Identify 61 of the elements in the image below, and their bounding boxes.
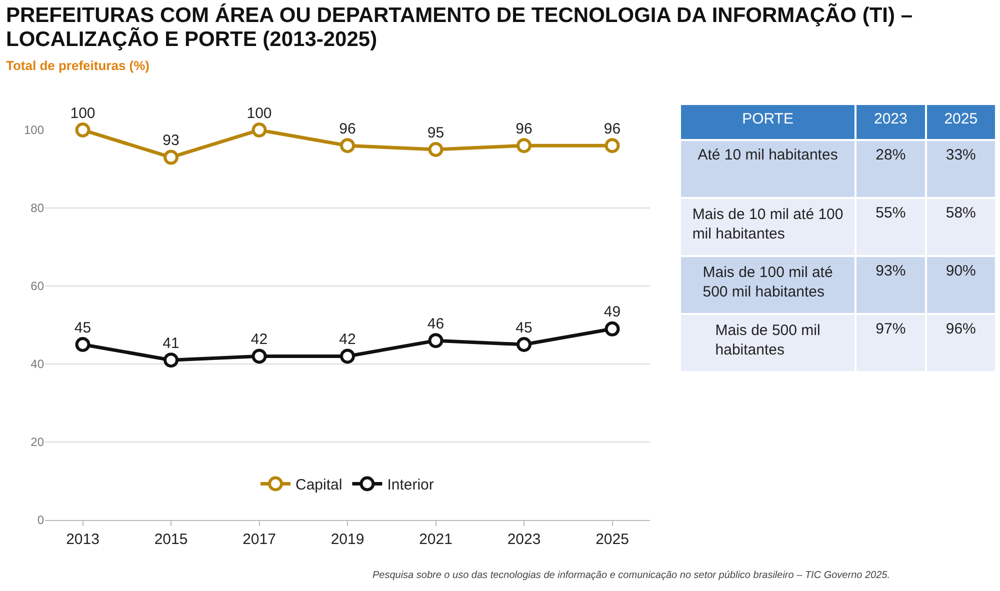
point (252, 348, 267, 364)
data-label: 42 (339, 330, 356, 348)
data-label: 55% (876, 204, 906, 222)
data-label: 95 (427, 124, 444, 142)
point (340, 348, 355, 364)
point (604, 138, 620, 154)
data-label: 100 (70, 104, 96, 122)
category-label: Mais de 500 mil habitantes (715, 322, 820, 358)
data-label: 46 (427, 315, 444, 332)
y-tick-label: 40 (30, 357, 44, 372)
data-label: 100 (246, 104, 272, 122)
x-tick-label: 2023 (507, 531, 541, 548)
data-label: 93% (876, 262, 906, 280)
y-tick-label: 0 (37, 513, 44, 528)
category-label: Mais de 10 mil até 100 mil habitantes (692, 206, 844, 242)
point (164, 352, 178, 368)
legend-label: Capital (296, 476, 342, 494)
data-label: 42 (250, 330, 268, 348)
chart-title: PREFEITURAS COM ÁREA OU DEPARTAMENTO DE TECNOLOGIA DA INFORMAÇÃO (TI) – LOCALIZAÇÃO E PORTE (2013-2025) (6, 4, 914, 52)
data-label: 45 (74, 319, 92, 336)
point (428, 142, 444, 157)
data-label: 45 (516, 319, 532, 336)
point (428, 333, 444, 348)
point (164, 150, 178, 165)
data-label: 33% (946, 146, 976, 164)
x-tick-label: 2017 (242, 531, 276, 548)
point (516, 138, 532, 154)
x-tick-label: 2019 (330, 531, 364, 548)
category-label: Mais de 100 mil até 500 mil habitantes (702, 264, 833, 300)
category-label: Até 10 mil habitantes (698, 146, 838, 164)
point (604, 321, 620, 336)
x-tick-label: 2015 (154, 531, 188, 548)
data-label: 28% (876, 146, 906, 164)
text: Pesquisa sobre o uso das tecnologias de informação e comunicação no setor público brasileiro – TIC Governo 2025. (372, 570, 890, 581)
chart-subtitle: Total de prefeituras (%) (6, 58, 150, 73)
data-label: 96 (516, 120, 532, 138)
point (75, 122, 90, 138)
point (516, 337, 532, 352)
data-label: 97% (876, 320, 906, 338)
data-label: 49 (604, 304, 621, 321)
series-label: 2025 (944, 110, 978, 128)
series-label: 2023 (874, 110, 908, 128)
point (340, 138, 355, 154)
text: PORTE (742, 110, 794, 128)
y-tick-label: 100 (24, 123, 44, 138)
point (252, 122, 267, 138)
x-tick-label: 2025 (596, 531, 629, 548)
y-tick-label: 20 (30, 435, 44, 450)
legend-label: Interior (387, 476, 434, 494)
data-label: 58% (946, 204, 976, 222)
data-label: 96 (339, 120, 356, 138)
x-tick-label: 2013 (66, 531, 100, 548)
data-label: 96 (604, 120, 621, 138)
point (75, 337, 90, 352)
data-label: 96% (946, 320, 976, 338)
data-label: 90% (946, 262, 976, 280)
y-tick-label: 80 (30, 201, 44, 216)
y-tick-label: 60 (30, 279, 44, 294)
data-label: 93 (162, 132, 180, 150)
x-tick-label: 2021 (419, 531, 452, 548)
data-label: 41 (162, 334, 180, 352)
